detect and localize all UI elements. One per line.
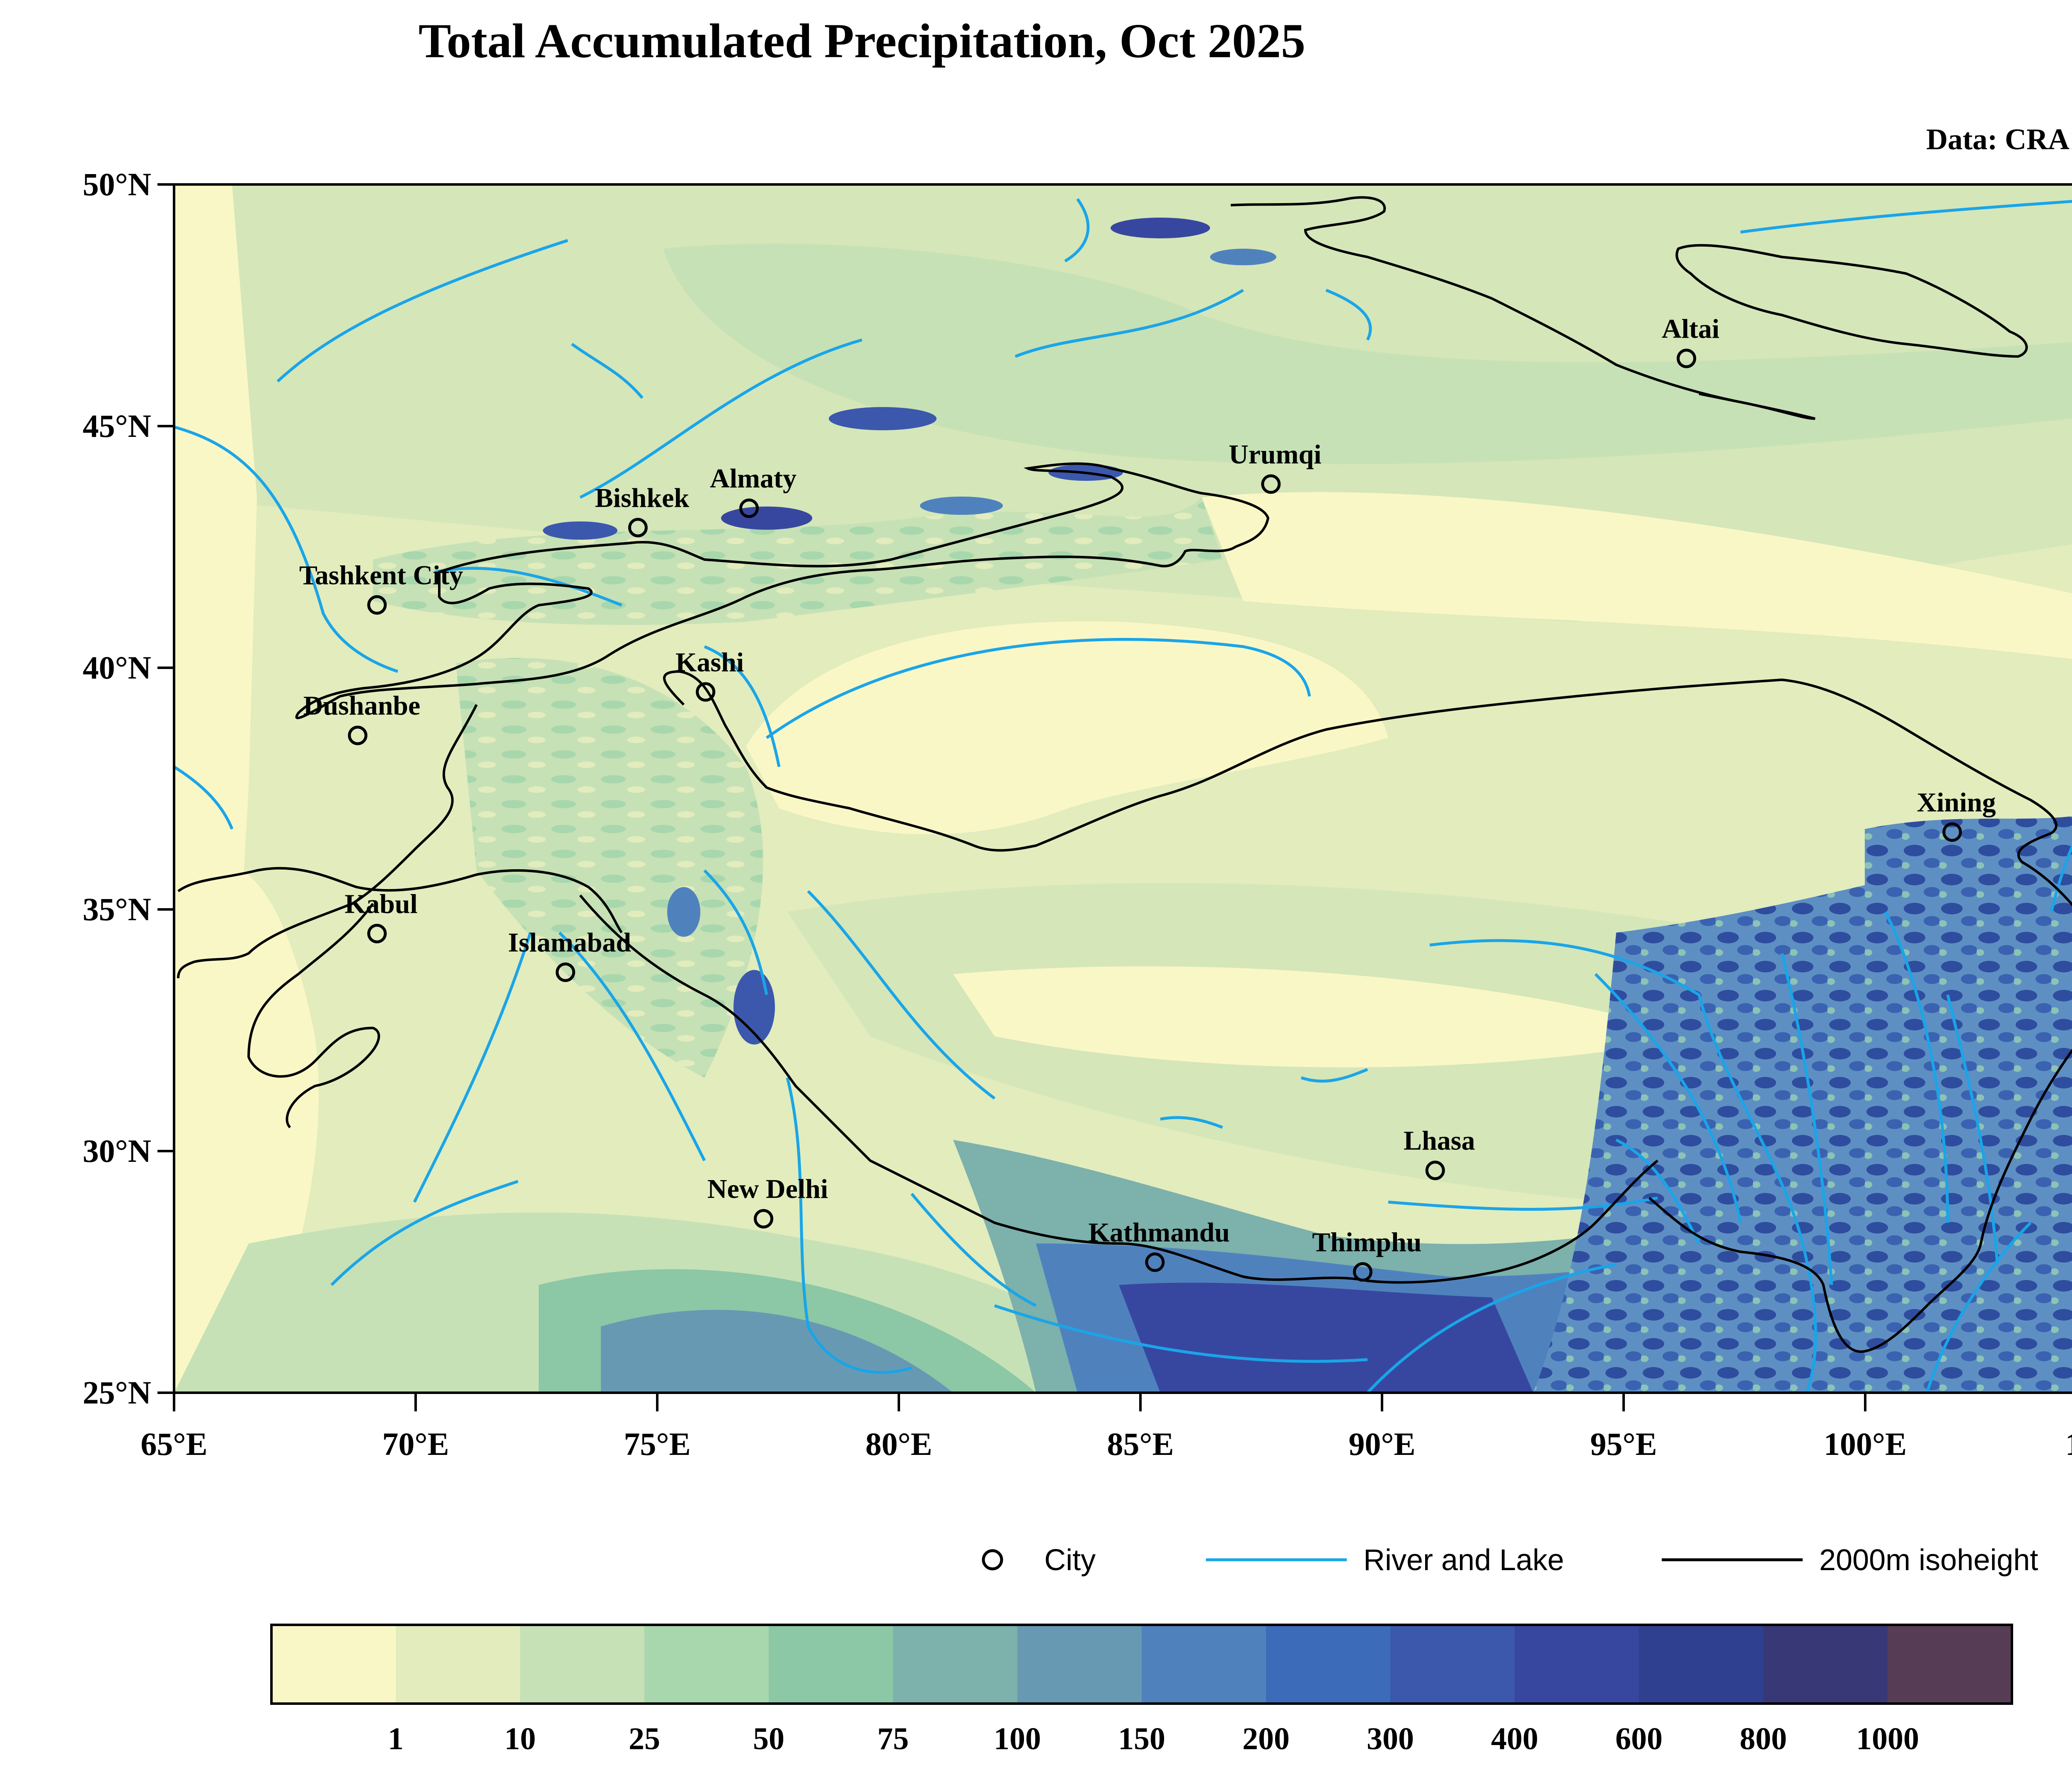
- colorbar-swatch: [520, 1625, 645, 1704]
- colorbar-swatch: [1515, 1625, 1639, 1704]
- city-marker: [1261, 474, 1281, 494]
- legend-isoheight-label: 2000m isoheight: [1819, 1544, 2038, 1577]
- city-label: Xining: [1917, 787, 1996, 817]
- city-marker: [555, 962, 575, 982]
- lon-tick-label: 70°E: [382, 1426, 449, 1462]
- precipitation-field: [174, 184, 2072, 1393]
- city-label: Altai: [1662, 314, 1719, 344]
- city-label: Thimphu: [1312, 1227, 1421, 1258]
- city-label: Kabul: [345, 889, 418, 919]
- legend-city-marker: [982, 1549, 1003, 1571]
- city-marker: [1353, 1262, 1372, 1282]
- city-marker: [1145, 1252, 1165, 1272]
- colorbar-swatch: [893, 1625, 1018, 1704]
- lon-tick-label: 95°E: [1590, 1426, 1657, 1462]
- lon-tick-label: 105°E: [2065, 1426, 2072, 1462]
- city-marker: [696, 682, 716, 702]
- colorbar-swatch: [769, 1625, 893, 1704]
- lon-tick-label: 100°E: [1824, 1426, 1907, 1462]
- city-marker: [1677, 349, 1697, 368]
- city-label: Kathmandu: [1088, 1217, 1230, 1248]
- lon-tick-label: 90°E: [1348, 1426, 1415, 1462]
- city-marker: [628, 518, 648, 538]
- lon-tick-label: 75°E: [624, 1426, 690, 1462]
- lat-tick-label: 40°N: [82, 650, 151, 686]
- map-legend: City River and Lake 2000m isoheight: [982, 1544, 2038, 1577]
- colorbar-level-label: 1000: [1856, 1721, 1919, 1756]
- colorbar-level-label: 75: [877, 1721, 909, 1756]
- legend-river-label: River and Lake: [1363, 1544, 1564, 1577]
- colorbar-swatch: [644, 1625, 769, 1704]
- colorbar-level-label: 600: [1615, 1721, 1663, 1756]
- city-label: New Delhi: [707, 1174, 828, 1204]
- city-label: Lhasa: [1404, 1126, 1475, 1156]
- city-marker: [754, 1209, 774, 1229]
- lon-tick-label: 85°E: [1107, 1426, 1174, 1462]
- city-label: Kashi: [675, 647, 744, 677]
- city-marker: [1425, 1161, 1445, 1181]
- map-title: Total Accumulated Precipitation, Oct 202…: [419, 14, 1305, 68]
- lat-tick-label: 25°N: [82, 1374, 151, 1411]
- rivers-lakes-layer: [174, 198, 2072, 1393]
- colorbar-level-label: 200: [1242, 1721, 1290, 1756]
- lat-tick-label: 35°N: [82, 891, 151, 927]
- colorbar-swatch: [271, 1625, 396, 1704]
- isoheight-contour-layer: [177, 196, 2072, 1353]
- colorbar-swatch: [1266, 1625, 1391, 1704]
- city-marker: [1942, 822, 1962, 842]
- city-label: Bishkek: [595, 483, 690, 513]
- colorbar-swatch: [1888, 1625, 2012, 1704]
- lat-tick-label: 50°N: [82, 166, 151, 202]
- colorbar-frame: [270, 1624, 2013, 1705]
- lat-tick-label: 45°N: [82, 408, 151, 444]
- colorbar-level-label: 25: [629, 1721, 660, 1756]
- colorbar-level-label: 1: [388, 1721, 404, 1756]
- colorbar-swatch: [1639, 1625, 1764, 1704]
- city-label: Urumqi: [1229, 439, 1322, 470]
- colorbar-level-label: 300: [1367, 1721, 1414, 1756]
- colorbar-level-label: 150: [1118, 1721, 1165, 1756]
- colorbar-level-label: 50: [753, 1721, 784, 1756]
- colorbar-swatch: [1763, 1625, 1888, 1704]
- colorbar-level-label: 800: [1740, 1721, 1787, 1756]
- colorbar-swatch: [1017, 1625, 1142, 1704]
- longitude-axis: 65°E 70°E 75°E 80°E 85°E 90°E 95°E 100°E 105°E: [140, 1393, 2072, 1462]
- city-marker: [739, 498, 759, 518]
- colorbar-level-label: 400: [1491, 1721, 1538, 1756]
- city-label: Dushanbe: [303, 691, 420, 721]
- city-marker: [348, 725, 368, 745]
- colorbar-swatch: [1390, 1625, 1515, 1704]
- colorbar-level-label: 100: [994, 1721, 1041, 1756]
- data-source-label: Data: CRA1.5: [1926, 123, 2072, 156]
- colorbar: 1 10 25 50 75 100 150 200 300 400 600 800 1000: [270, 1624, 2013, 1756]
- city-marker: [367, 924, 387, 943]
- latitude-axis: 50°N 45°N 40°N 35°N 30°N 25°N: [82, 166, 174, 1411]
- city-label: Almaty: [710, 463, 796, 494]
- legend-city-label: City: [1044, 1544, 1096, 1577]
- city-label: Islamabad: [508, 928, 631, 958]
- city-label: Tashkent City: [299, 560, 463, 590]
- city-markers-layer: Altai Urumqi Almaty Bishkek Tashkent City Kas…: [299, 314, 1996, 1282]
- lat-tick-label: 30°N: [82, 1133, 151, 1169]
- city-marker: [367, 595, 387, 615]
- lon-tick-label: 80°E: [865, 1426, 932, 1462]
- colorbar-swatch: [396, 1625, 520, 1704]
- colorbar-swatch: [1142, 1625, 1266, 1704]
- colorbar-level-label: 10: [504, 1721, 536, 1756]
- lon-tick-label: 65°E: [140, 1426, 207, 1462]
